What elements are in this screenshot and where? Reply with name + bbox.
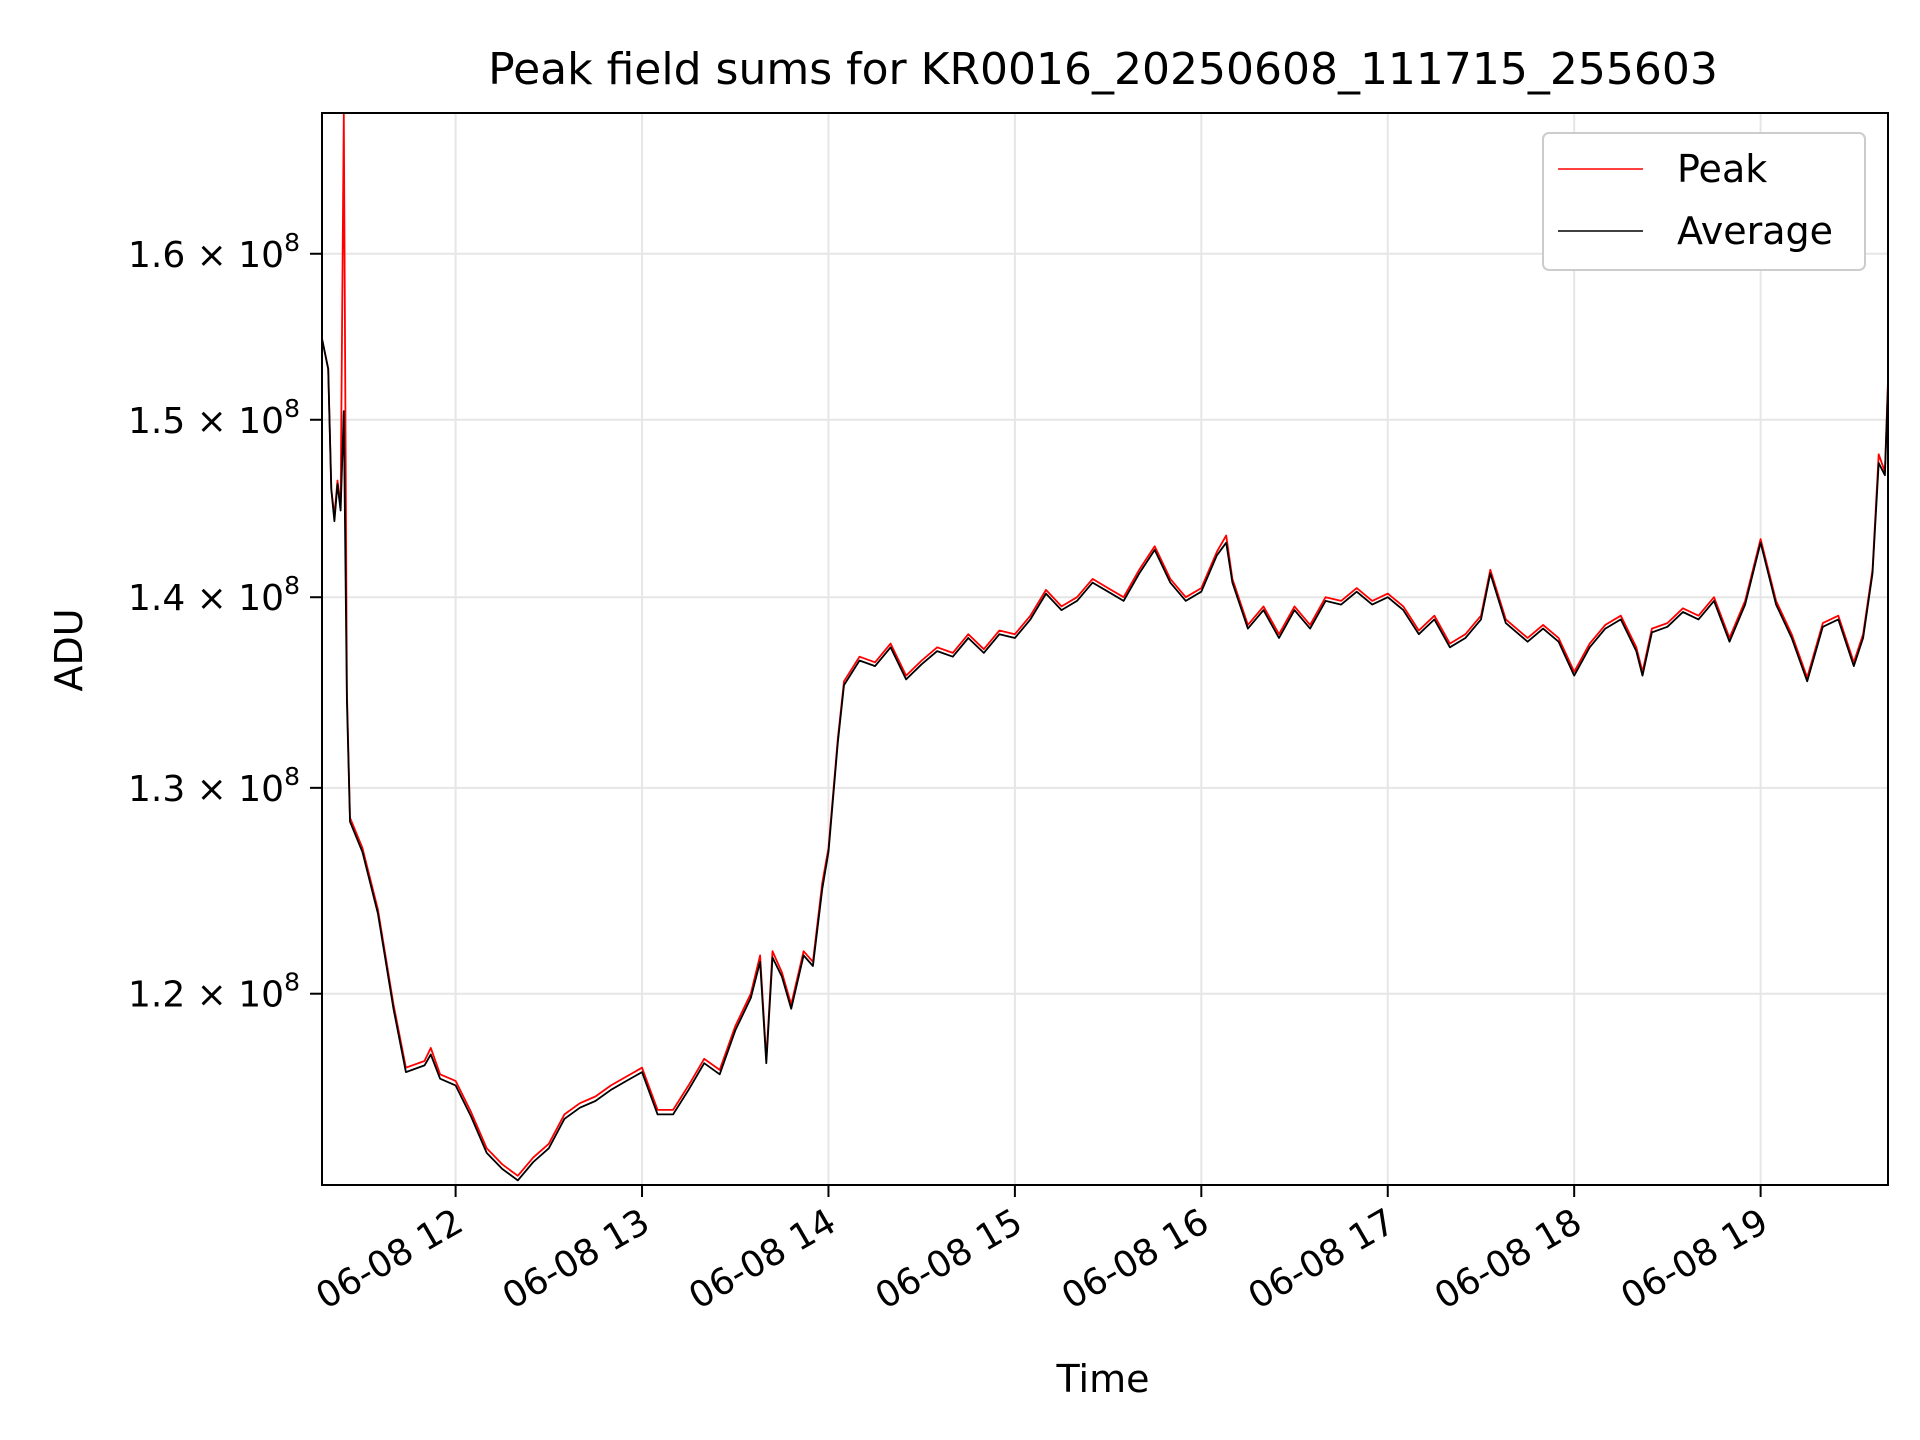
chart-title: Peak field sums for KR0016_20250608_1117… [488,44,1718,95]
legend: Peak Average [1542,132,1866,271]
y-axis-ticks: 1.2 × 108 1.3 × 108 1.4 × 108 1.5 × 108 1.6 … [128,228,322,1016]
y-tick-label: 1.2 × 108 [128,968,300,1016]
y-tick-label: 1.6 × 108 [128,228,300,276]
legend-peak-label: Peak [1677,147,1767,191]
legend-average-label: Average [1677,209,1833,253]
series-lines [322,113,1888,1182]
y-tick-label: 1.3 × 108 [128,762,300,810]
plot-area-frame [321,112,1889,1186]
y-axis-label: ADU [47,608,91,691]
series-line-peak [322,113,1888,1177]
legend-box [1542,132,1866,271]
series-line-average [322,338,1888,1182]
grid-lines [322,113,1888,1185]
y-tick-label: 1.5 × 108 [128,394,300,442]
x-axis-label: Time [1056,1357,1150,1401]
y-tick-label: 1.4 × 108 [128,571,300,619]
